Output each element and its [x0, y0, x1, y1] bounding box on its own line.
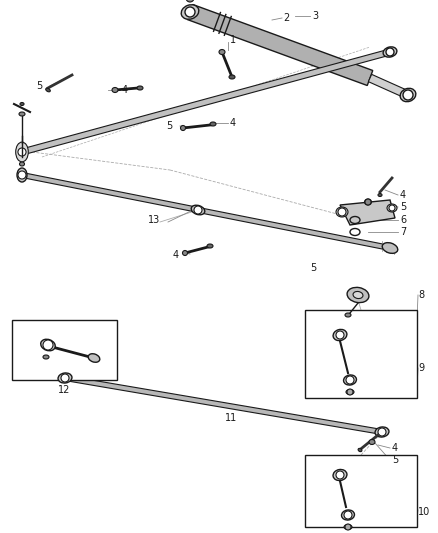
Text: 11: 11: [225, 413, 237, 423]
Ellipse shape: [378, 193, 382, 197]
Ellipse shape: [383, 47, 397, 57]
Ellipse shape: [375, 427, 389, 437]
Text: 4: 4: [400, 190, 406, 200]
Text: 12: 12: [58, 385, 70, 395]
Ellipse shape: [16, 142, 28, 162]
Circle shape: [338, 208, 346, 216]
Bar: [305, 455, 417, 527]
Ellipse shape: [88, 354, 100, 362]
Circle shape: [336, 471, 344, 479]
Circle shape: [18, 148, 26, 156]
Text: 5: 5: [36, 81, 42, 91]
Ellipse shape: [400, 88, 416, 102]
Bar: [305, 310, 417, 398]
Circle shape: [194, 206, 202, 214]
Polygon shape: [368, 74, 410, 99]
Ellipse shape: [358, 448, 362, 451]
Text: 5: 5: [166, 121, 172, 131]
Circle shape: [186, 0, 194, 2]
Bar: [12, 320, 117, 380]
Ellipse shape: [41, 339, 55, 351]
Circle shape: [378, 428, 386, 436]
Ellipse shape: [387, 204, 397, 212]
Text: 4: 4: [392, 443, 398, 453]
Ellipse shape: [183, 251, 187, 255]
Ellipse shape: [20, 102, 24, 106]
Ellipse shape: [58, 373, 72, 383]
Ellipse shape: [137, 86, 143, 90]
Ellipse shape: [343, 375, 357, 385]
Ellipse shape: [19, 112, 25, 116]
Ellipse shape: [46, 88, 50, 92]
Text: 5: 5: [392, 455, 398, 465]
Polygon shape: [21, 173, 391, 251]
Circle shape: [386, 48, 394, 56]
Circle shape: [365, 199, 371, 205]
Ellipse shape: [347, 287, 369, 303]
Circle shape: [345, 524, 351, 530]
Text: 2: 2: [283, 13, 289, 23]
Text: 4: 4: [173, 250, 179, 260]
Text: 6: 6: [400, 215, 406, 225]
Circle shape: [61, 374, 69, 382]
Ellipse shape: [342, 510, 354, 520]
Ellipse shape: [353, 292, 363, 298]
Ellipse shape: [344, 524, 352, 529]
Text: 1: 1: [230, 35, 236, 45]
Polygon shape: [187, 4, 373, 85]
Ellipse shape: [20, 162, 25, 166]
Circle shape: [346, 376, 354, 384]
Text: 10: 10: [418, 507, 430, 517]
Circle shape: [389, 205, 395, 211]
Ellipse shape: [112, 87, 118, 93]
Ellipse shape: [219, 50, 225, 54]
Ellipse shape: [43, 355, 49, 359]
Ellipse shape: [345, 313, 351, 317]
Polygon shape: [21, 49, 391, 155]
Polygon shape: [340, 200, 395, 225]
Ellipse shape: [17, 168, 27, 182]
Ellipse shape: [333, 329, 347, 341]
Text: 8: 8: [418, 290, 424, 300]
Circle shape: [43, 340, 53, 350]
Ellipse shape: [180, 125, 186, 131]
Text: 4: 4: [122, 85, 128, 95]
Circle shape: [344, 511, 352, 519]
Ellipse shape: [333, 470, 347, 481]
Circle shape: [18, 171, 26, 179]
Circle shape: [347, 389, 353, 395]
Text: 9: 9: [418, 363, 424, 373]
Text: 5: 5: [310, 263, 316, 273]
Circle shape: [403, 90, 413, 100]
Text: 4: 4: [230, 118, 236, 128]
Ellipse shape: [364, 199, 371, 205]
Polygon shape: [64, 376, 382, 434]
Text: 3: 3: [312, 11, 318, 21]
Text: 7: 7: [400, 227, 406, 237]
Ellipse shape: [346, 390, 354, 394]
Circle shape: [336, 331, 344, 339]
Ellipse shape: [382, 243, 398, 253]
Text: 5: 5: [400, 202, 406, 212]
Ellipse shape: [229, 75, 235, 79]
Circle shape: [185, 7, 195, 17]
Ellipse shape: [336, 207, 348, 217]
Text: 13: 13: [148, 215, 160, 225]
Ellipse shape: [191, 205, 205, 215]
Ellipse shape: [210, 122, 216, 126]
Ellipse shape: [369, 440, 375, 445]
Ellipse shape: [207, 244, 213, 248]
Ellipse shape: [181, 5, 199, 19]
